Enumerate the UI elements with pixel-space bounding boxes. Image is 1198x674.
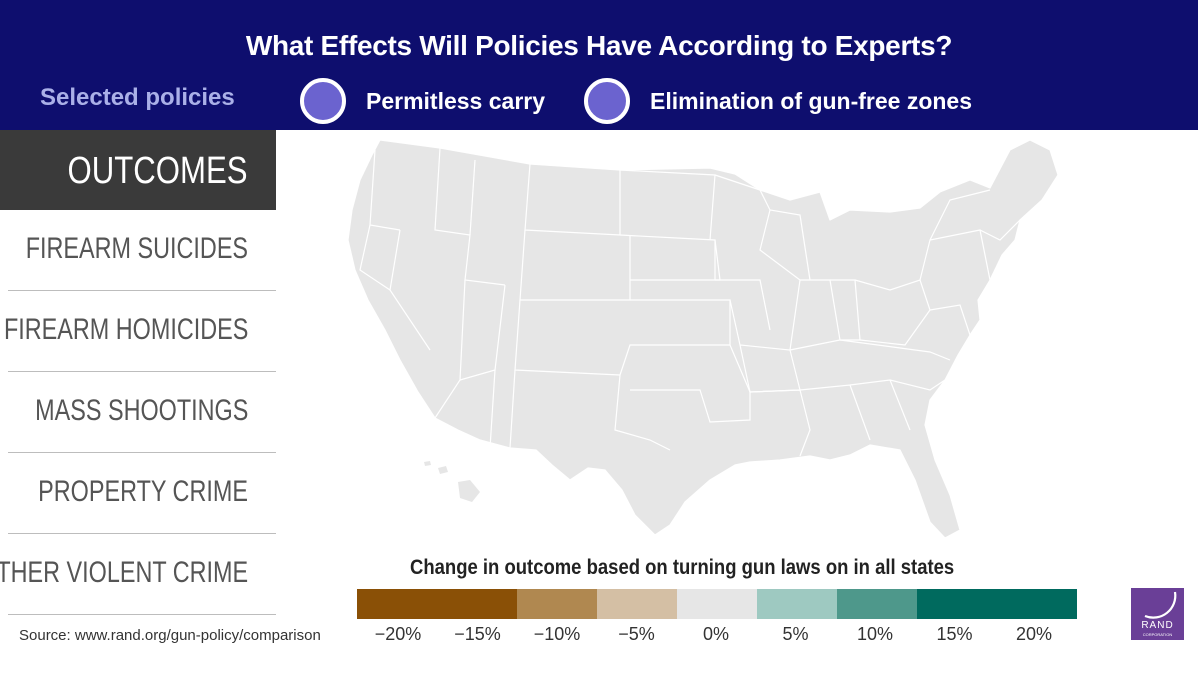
legend-tick-label: 5% xyxy=(782,624,809,644)
logo-subtext: CORPORATION xyxy=(1142,632,1173,637)
logo-arc-icon xyxy=(1144,591,1177,619)
color-scale-bar xyxy=(357,589,1077,619)
legend-tick-label: 10% xyxy=(856,624,894,644)
outcomes-heading-label: OUTCOMES xyxy=(67,150,248,192)
legend-tick-label: −5% xyxy=(618,624,655,644)
outcomes-sidebar: OUTCOMES FIREARM SUICIDES FIREARM HOMICI… xyxy=(0,130,276,620)
state-borders xyxy=(359,147,1021,457)
logo-text: RAND xyxy=(1141,620,1174,631)
outcome-label: PROPERTY CRIME xyxy=(38,475,248,508)
policy-toggle-circle-icon[interactable] xyxy=(300,78,346,124)
legend-swatch xyxy=(757,589,837,619)
legend-swatch xyxy=(517,589,597,619)
outcome-item-mass-shootings[interactable]: MASS SHOOTINGS xyxy=(8,372,276,453)
legend-swatch xyxy=(597,589,677,619)
legend-tick-label: 20% xyxy=(1015,624,1053,644)
legend-swatch xyxy=(677,589,757,619)
policy-label: Elimination of gun-free zones xyxy=(650,87,973,114)
rand-logo: RAND CORPORATION xyxy=(1131,588,1184,640)
us-map-svg xyxy=(347,139,1059,539)
contiguous-us-shape xyxy=(347,139,1059,539)
selected-policies-label: Selected policies xyxy=(40,84,235,111)
outcome-label: MASS SHOOTINGS xyxy=(34,394,248,427)
legend-swatch xyxy=(837,589,917,619)
us-map xyxy=(330,130,1080,550)
legend-tick-label: 15% xyxy=(936,624,973,644)
hawaii-shape xyxy=(424,461,480,502)
policy-label: Permitless carry xyxy=(366,87,546,114)
legend-tick-label: −15% xyxy=(454,624,501,644)
policy-toggle-gun-free-zones[interactable]: Elimination of gun-free zones xyxy=(584,78,972,124)
legend-swatch xyxy=(917,589,1077,619)
outcomes-heading: OUTCOMES xyxy=(0,130,276,210)
page-title: What Effects Will Policies Have Accordin… xyxy=(245,30,953,61)
outcome-label: FIREARM SUICIDES xyxy=(25,232,248,265)
outcome-item-other-violent-crime[interactable]: OTHER VIOLENT CRIME xyxy=(0,534,276,615)
outcome-item-property-crime[interactable]: PROPERTY CRIME xyxy=(8,453,276,534)
legend-tick-label: 0% xyxy=(702,624,729,644)
policy-toggle-permitless-carry[interactable]: Permitless carry xyxy=(300,78,545,124)
legend-title: Change in outcome based on turning gun l… xyxy=(410,556,955,579)
policy-toggle-circle-icon[interactable] xyxy=(584,78,630,124)
header-banner: What Effects Will Policies Have Accordin… xyxy=(0,0,1198,130)
outcome-label: FIREARM HOMICIDES xyxy=(3,313,248,346)
source-note: Source: www.rand.org/gun-policy/comparis… xyxy=(19,627,321,644)
outcome-item-firearm-suicides[interactable]: FIREARM SUICIDES xyxy=(8,210,276,291)
legend-tick-label: −10% xyxy=(533,624,581,644)
outcome-label: OTHER VIOLENT CRIME xyxy=(0,556,248,589)
outcome-item-firearm-homicides[interactable]: FIREARM HOMICIDES xyxy=(4,291,276,372)
legend-tick-label: −20% xyxy=(374,624,422,644)
legend-swatch xyxy=(357,589,517,619)
